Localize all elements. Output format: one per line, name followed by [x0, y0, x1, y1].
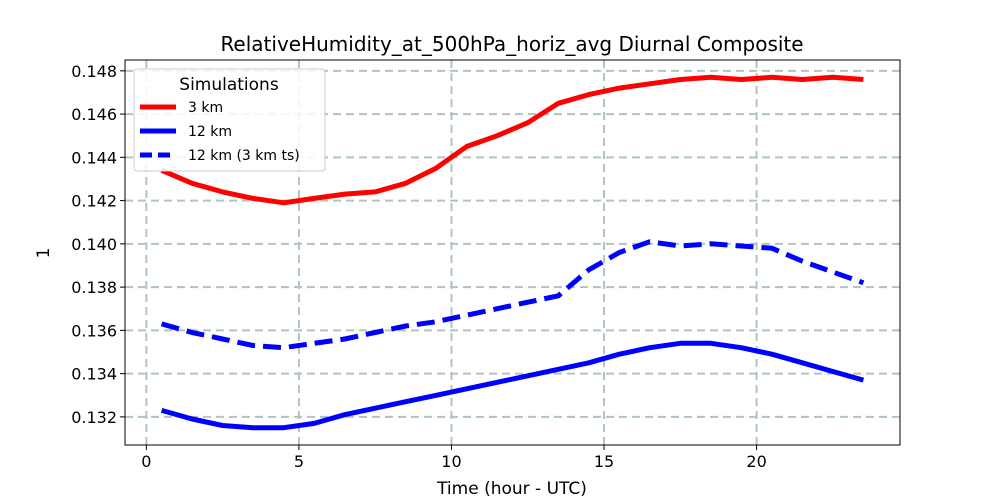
y-tick-label: 0.132: [71, 408, 117, 427]
legend-title: Simulations: [179, 75, 279, 95]
series-line-1: [160, 74, 864, 206]
series-line-3: [160, 239, 865, 351]
legend-label-1: 3 km: [188, 100, 223, 116]
legend-frame: [133, 68, 326, 172]
legend-label-2: 12 km: [188, 124, 232, 140]
legend-items: 3 km 12 km 12 km (3 km ts): [140, 100, 300, 164]
axis-ticks: 0 5 10 15 20 0.132 0.134 0.136 0.138 0.140 0.142 0.…: [71, 62, 767, 471]
y-tick-label: 0.134: [71, 365, 117, 384]
legend-label-3: 12 km (3 km ts): [188, 148, 300, 164]
legend: Simulations 3 km 12 km 12 km (3 km ts): [133, 68, 326, 172]
y-tick-label: 0.142: [71, 192, 117, 211]
x-tick-label: 5: [294, 452, 304, 471]
plot-frame: [124, 59, 901, 446]
series-line-2: [160, 340, 865, 431]
y-tick-label: 0.138: [71, 278, 117, 297]
x-tick-label: 20: [746, 452, 766, 471]
y-tick-label: 0.136: [71, 321, 117, 340]
y-axis-label: 1: [34, 248, 54, 259]
y-tick-label: 0.146: [71, 105, 117, 124]
y-tick-label: 0.144: [71, 148, 117, 167]
series-layer: [160, 74, 865, 431]
x-tick-label: 15: [594, 452, 614, 471]
x-axis-label: Time (hour - UTC): [436, 479, 587, 499]
y-tick-label: 0.140: [71, 235, 117, 254]
chart-title: RelativeHumidity_at_500hPa_horiz_avg Diu…: [220, 32, 803, 56]
y-tick-label: 0.148: [71, 62, 117, 81]
x-tick-label: 0: [141, 452, 151, 471]
x-tick-label: 10: [441, 452, 461, 471]
